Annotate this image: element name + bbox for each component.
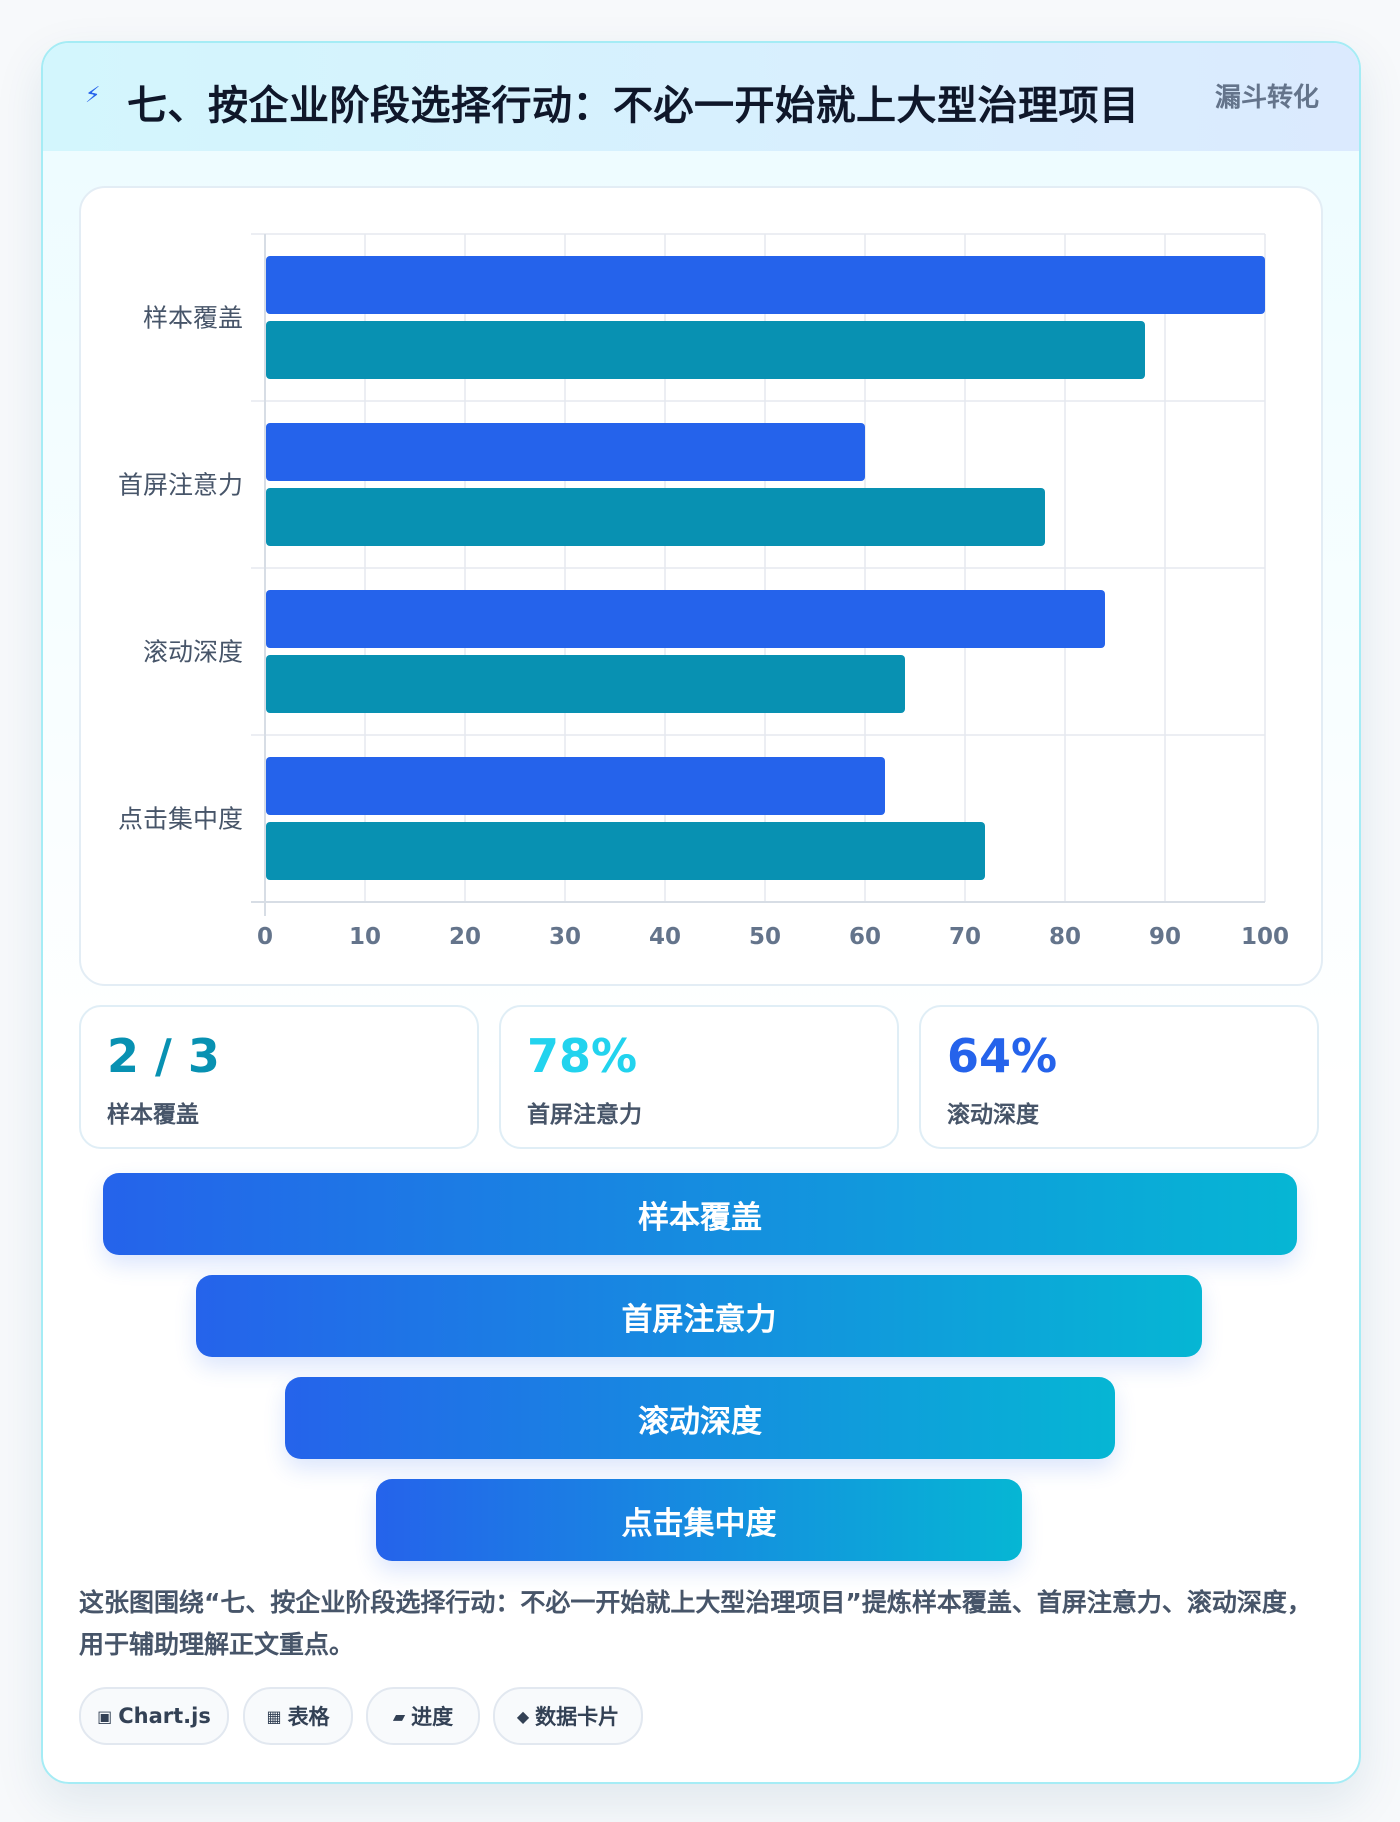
lightning-icon: ⚡ (85, 83, 101, 108)
bar (266, 256, 1265, 314)
x-tick-label: 40 (649, 924, 681, 950)
funnel-step-4: 点击集中度 (376, 1479, 1022, 1561)
x-tick-label: 100 (1241, 924, 1289, 950)
funnel-step-1: 样本覆盖 (103, 1173, 1297, 1255)
chart-icon: ▣ (97, 1706, 113, 1726)
bar (266, 321, 1145, 379)
stat-card-attention: 78% 首屏注意力 (499, 1005, 899, 1149)
bar (266, 757, 885, 815)
x-tick-label: 70 (949, 924, 981, 950)
chip-label: 数据卡片 (535, 1705, 620, 1729)
chip-chartjs: ▣ Chart.js (79, 1687, 229, 1745)
y-category-label: 样本覆盖 (143, 304, 243, 333)
stat-card-scroll: 64% 滚动深度 (919, 1005, 1319, 1149)
chart-card: ⚡ 七、按企业阶段选择行动：不必一开始就上大型治理项目 漏斗转化 0 10 20 30… (41, 41, 1361, 1784)
diamond-icon: ◆ (516, 1706, 530, 1726)
bar (266, 488, 1045, 546)
x-tick-label: 50 (749, 924, 781, 950)
y-category-label: 点击集中度 (118, 805, 243, 834)
x-tick-label: 0 (257, 924, 273, 950)
chip-label: Chart.js (118, 1704, 211, 1728)
page-title: 七、按企业阶段选择行动：不必一开始就上大型治理项目 (127, 83, 1140, 129)
stat-value: 78% (527, 1029, 638, 1083)
x-tick-label: 10 (349, 924, 381, 950)
bar (266, 590, 1105, 648)
chip-label: 表格 (287, 1705, 330, 1729)
x-tick-label: 30 (549, 924, 581, 950)
chip-data-card: ◆ 数据卡片 (493, 1687, 643, 1745)
chip-progress: ▰ 进度 (366, 1687, 480, 1745)
stat-value: 2 / 3 (107, 1029, 220, 1083)
x-tick-label: 90 (1149, 924, 1181, 950)
stat-cards: 2 / 3 样本覆盖 78% 首屏注意力 64% 滚动深度 (79, 1005, 1323, 1149)
x-tick-label: 20 (449, 924, 481, 950)
bar (266, 655, 905, 713)
stat-card-sample: 2 / 3 样本覆盖 (79, 1005, 479, 1149)
chip-label: 进度 (411, 1705, 454, 1729)
stat-label: 首屏注意力 (527, 1102, 642, 1128)
bar (266, 423, 865, 481)
stat-label: 滚动深度 (947, 1102, 1039, 1128)
funnel-step-3: 滚动深度 (285, 1377, 1115, 1459)
x-tick-label: 60 (849, 924, 881, 950)
funnel-step-2: 首屏注意力 (196, 1275, 1202, 1357)
card-header: ⚡ 七、按企业阶段选择行动：不必一开始就上大型治理项目 漏斗转化 (43, 43, 1359, 151)
category-tag: 漏斗转化 (1214, 83, 1319, 113)
bar-chart: 0 10 20 30 40 50 60 70 80 90 100 样本覆盖首屏注意力滚动深度点击集中度 (79, 186, 1323, 986)
description-text: 这张图围绕“七、按企业阶段选择行动：不必一开始就上大型治理项目”提炼样本覆盖、首… (79, 1588, 1312, 1659)
table-icon: ▦ (266, 1706, 282, 1726)
y-category-label: 滚动深度 (143, 638, 243, 667)
stat-label: 样本覆盖 (107, 1102, 199, 1128)
x-tick-label: 80 (1049, 924, 1081, 950)
chip-table: ▦ 表格 (243, 1687, 353, 1745)
bar (266, 822, 985, 880)
progress-icon: ▰ (392, 1706, 406, 1726)
y-category-label: 首屏注意力 (118, 471, 243, 500)
stat-value: 64% (947, 1029, 1058, 1083)
